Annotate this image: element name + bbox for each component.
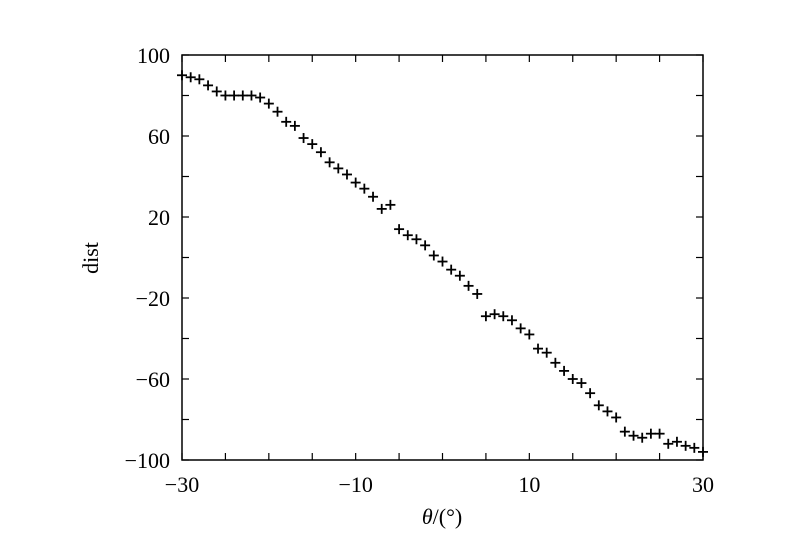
data-point: [689, 442, 700, 453]
data-point: [611, 412, 622, 423]
data-point: [576, 378, 587, 389]
data-point: [480, 311, 491, 322]
data-point: [671, 436, 682, 447]
y-tick-label: 60: [148, 124, 170, 149]
data-point: [289, 120, 300, 131]
data-points: [177, 70, 708, 457]
data-point: [211, 86, 222, 97]
data-point: [229, 90, 240, 101]
x-axis-label-theta: θ: [422, 504, 433, 529]
data-point: [263, 98, 274, 109]
x-tick-label: 30: [692, 472, 714, 497]
data-point: [428, 250, 439, 261]
data-point: [376, 203, 387, 214]
data-point: [454, 270, 465, 281]
data-point: [402, 230, 413, 241]
y-tick-label: 100: [137, 43, 170, 68]
data-point: [281, 116, 292, 127]
data-point: [420, 240, 431, 251]
data-point: [698, 446, 708, 457]
x-axis-label-unit: /(°): [433, 504, 463, 529]
data-point: [602, 406, 613, 417]
data-point: [663, 438, 674, 449]
data-point: [315, 147, 326, 158]
data-point: [324, 157, 335, 168]
data-point: [385, 199, 396, 210]
data-point: [394, 224, 405, 235]
y-tick-label: −100: [125, 448, 170, 473]
data-point: [524, 329, 535, 340]
data-point: [298, 133, 309, 144]
data-point: [506, 315, 517, 326]
data-point: [255, 92, 266, 103]
data-point: [307, 139, 318, 150]
x-axis-label: θ/(°): [422, 504, 462, 529]
data-point: [567, 374, 578, 384]
data-point: [220, 90, 231, 101]
data-point: [333, 163, 344, 174]
y-tick-label: 20: [148, 205, 170, 230]
data-point: [437, 256, 448, 267]
data-point: [237, 90, 248, 101]
y-tick-labels: −100 −60 −20 20 60 100: [125, 43, 170, 473]
data-point: [550, 357, 561, 368]
data-point: [628, 430, 639, 441]
data-point: [194, 74, 205, 85]
data-point: [272, 106, 283, 117]
data-point: [559, 365, 570, 376]
tick-marks: [181, 54, 704, 461]
y-tick-label: −20: [136, 286, 170, 311]
data-point: [463, 280, 474, 291]
x-tick-label: −10: [338, 472, 372, 497]
data-point: [515, 323, 526, 334]
data-point: [619, 426, 630, 437]
data-point: [585, 388, 596, 399]
data-point: [359, 183, 370, 194]
data-point: [533, 343, 544, 354]
data-point: [341, 169, 352, 180]
data-point: [185, 72, 196, 83]
data-point: [489, 309, 500, 320]
data-point: [368, 191, 379, 202]
data-point: [203, 80, 214, 91]
y-tick-label: −60: [136, 367, 170, 392]
data-point: [593, 400, 604, 411]
data-point: [411, 234, 422, 245]
data-point: [177, 70, 187, 81]
y-axis-label: dist: [78, 242, 103, 274]
data-point: [637, 432, 648, 443]
data-point: [645, 428, 656, 439]
data-point: [446, 264, 457, 275]
data-point: [654, 428, 665, 439]
data-point: [680, 440, 691, 451]
x-tick-label: 10: [518, 472, 540, 497]
data-point: [472, 288, 483, 299]
data-point: [350, 177, 361, 188]
data-point: [541, 347, 552, 358]
x-tick-label: −30: [165, 472, 199, 497]
x-tick-labels: −30 −10 10 30: [165, 472, 714, 497]
data-point: [498, 311, 509, 322]
data-point: [246, 90, 257, 101]
